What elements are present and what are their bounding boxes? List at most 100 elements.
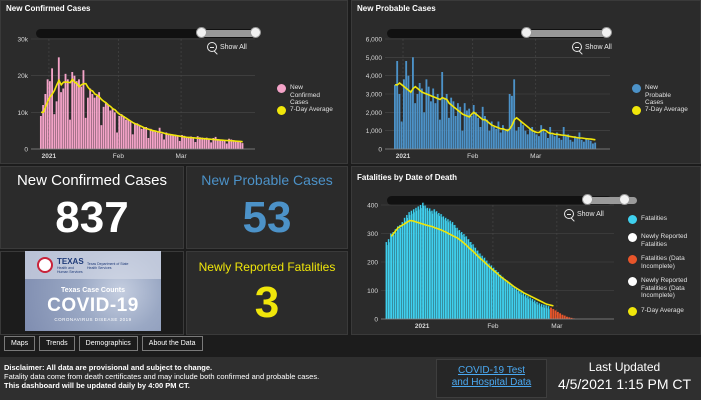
bar-confirmed (55, 101, 58, 149)
bar-confirmed (73, 75, 76, 149)
confirmed-slider-start-handle[interactable] (196, 27, 207, 38)
legend-item-newly-reported-incomplete[interactable]: Newly Reported Fatalities (Data Incomple… (628, 277, 700, 300)
fatalities-show-all-button[interactable]: Show All (564, 209, 604, 219)
bar-probable (587, 139, 590, 149)
bar-confirmed (80, 86, 83, 149)
legend-item-confirmed-avg[interactable]: 7-Day Average (277, 106, 347, 115)
legend-item-newly-reported[interactable]: Newly Reported Fatalities (628, 233, 700, 248)
bar-probable (418, 83, 421, 149)
bar-cap-fatalities (537, 301, 539, 305)
bar-fatalities (483, 257, 486, 319)
bar-confirmed (239, 141, 242, 149)
link-line1: COVID-19 Test (457, 365, 526, 376)
bar-confirmed (129, 121, 132, 149)
legend-item-confirmed[interactable]: New Confirmed Cases (277, 84, 347, 107)
fatalities-slider-start-handle[interactable] (582, 194, 593, 205)
tab-about-the-data[interactable]: About the Data (141, 336, 203, 351)
logo-line2: COVID-19 (47, 295, 139, 316)
tab-maps[interactable]: Maps (4, 336, 36, 351)
bar-fatalities (538, 303, 541, 319)
bar-confirmed (172, 135, 174, 149)
nav-tabs: Maps Trends Demographics About the Data (4, 336, 207, 351)
bar-cap-fatalities (434, 209, 436, 213)
bar-confirmed (214, 136, 217, 149)
bar-fatalities (529, 297, 532, 319)
legend-item-fatalities-avg[interactable]: 7-Day Average (628, 307, 700, 316)
logo-agency-left: Health and Human Services (57, 266, 83, 274)
bar-fatalities (499, 274, 502, 319)
bar-confirmed (75, 81, 78, 149)
bar-cap-fatalities (526, 294, 528, 298)
legend-item-data-incomplete[interactable]: Fatalities (Data Incomplete) (628, 255, 700, 270)
legend-item-probable-avg[interactable]: 7-Day Average (632, 106, 700, 115)
bar-cap-fatalities (473, 244, 475, 248)
last-updated-label: Last Updated (588, 360, 661, 374)
bar-probable (495, 128, 498, 149)
bar-probable (529, 128, 531, 149)
test-hospital-data-link[interactable]: COVID-19 Test and Hospital Data (436, 359, 547, 398)
confirmed-time-slider[interactable] (36, 27, 261, 38)
bar-fatalities (476, 250, 479, 319)
bar-probable (515, 130, 518, 149)
y-tick-label: 0 (374, 317, 378, 324)
bar-confirmed (138, 125, 141, 149)
legend-swatch-newly-reported (628, 233, 637, 242)
probable-slider-range[interactable] (527, 30, 607, 37)
bar-probable (558, 138, 561, 149)
bar-cap-fatalities (549, 306, 550, 310)
bar-cap-fatalities (533, 299, 534, 303)
bar-probable (526, 134, 529, 149)
bar-fatalities (444, 217, 447, 319)
bar-confirmed (203, 138, 206, 149)
bar-cap-fatalities (425, 205, 427, 209)
bar-probable (457, 103, 459, 149)
fatalities-slider-end-handle[interactable] (619, 194, 630, 205)
bar-fatalities (486, 260, 488, 319)
bar-confirmed (210, 142, 213, 149)
confirmed-slider-range[interactable] (201, 30, 256, 37)
probable-slider-end-handle[interactable] (601, 27, 612, 38)
y-tick-label: 30k (18, 37, 29, 44)
confirmed-show-all-label: Show All (220, 43, 247, 51)
bar-probable (493, 127, 495, 149)
y-tick-label: 20k (18, 73, 29, 80)
tab-trends[interactable]: Trends (39, 336, 75, 351)
bar-probable (394, 84, 396, 149)
legend-item-fatalities[interactable]: Fatalities (628, 215, 700, 224)
bar-fatalities (497, 271, 500, 319)
bar-confirmed (127, 119, 130, 149)
fatalities-chart-panel: Fatalities by Date of Death Show All 0 10… (351, 166, 701, 335)
bar-fatalities (456, 227, 459, 319)
confirmed-slider-end-handle[interactable] (250, 27, 261, 38)
zoom-out-icon (207, 42, 217, 52)
bar-cap-fatalities (476, 247, 477, 251)
bar-cap-fatalities (528, 296, 530, 300)
bar-probable (556, 132, 558, 149)
tab-demographics[interactable]: Demographics (78, 336, 138, 351)
bar-fatalities (504, 279, 507, 319)
bar-fatalities (419, 205, 422, 319)
legend-swatch-data-incomplete (628, 255, 637, 264)
bar-probable (565, 136, 567, 149)
confirmed-kpi-value: 837 (55, 193, 129, 242)
bar-confirmed (122, 116, 125, 149)
bar-probable (549, 127, 552, 149)
bar-cap-fatalities (414, 209, 416, 213)
probable-time-slider[interactable] (387, 27, 612, 38)
fatalities-slider-range[interactable] (587, 197, 637, 204)
bar-fatalities (454, 224, 456, 319)
probable-slider-start-handle[interactable] (521, 27, 532, 38)
bar-cap-fatalities (448, 219, 450, 223)
bar-confirmed (109, 110, 112, 149)
fatalities-time-slider[interactable] (387, 194, 637, 205)
bar-probable (414, 103, 417, 149)
legend-swatch-newly-reported-incomplete (628, 277, 637, 286)
probable-kpi-label: New Probable Cases (201, 172, 333, 188)
bar-confirmed (160, 133, 163, 149)
probable-show-all-button[interactable]: Show All (572, 42, 612, 52)
legend-item-probable[interactable]: New Probable Cases (632, 84, 700, 107)
fatalities-kpi-panel: Newly Reported Fatalities 3 (186, 251, 348, 335)
bar-probable (421, 88, 423, 149)
confirmed-show-all-button[interactable]: Show All (207, 42, 247, 52)
bar-cap-fatalities (469, 239, 470, 243)
